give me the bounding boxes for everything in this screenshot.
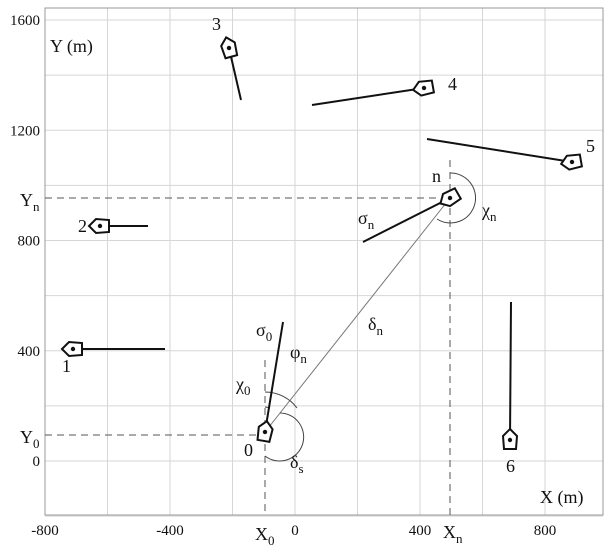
symbol-main: χ [235,374,244,394]
symbol: Y0 [20,427,40,451]
x-tick-label: -800 [31,523,59,539]
symbol-main: Y [20,427,33,447]
symbol-sub: n [300,351,307,366]
angle-chi-n [436,172,477,224]
ship [411,79,436,97]
ship [439,187,463,208]
ship-center [262,429,268,435]
ship [559,153,584,171]
symbol-main: δ [290,452,298,472]
heading [311,87,425,106]
symbol: χ0 [235,374,251,398]
angle-delta-s [264,412,305,462]
symbol-sub: s [298,461,303,476]
y-tick-label: 400 [18,344,41,360]
symbol: δs [290,452,304,476]
ship [60,340,83,358]
ship-center [97,223,103,229]
symbol-sub: 0 [244,383,251,398]
x-axis-label: X (m) [540,487,584,508]
symbol: X0 [255,524,275,548]
symbol-main: δ [368,314,376,334]
ship-label: 4 [448,74,457,94]
angle-chi0 [264,406,271,409]
symbol-main: χ [481,200,490,220]
symbol: φn [290,342,307,366]
heading [426,138,573,163]
heading [362,197,451,243]
x-tick-label: 800 [534,523,557,539]
grid [44,8,603,517]
symbols: Y (m) X (m) [50,36,584,508]
y-axis-label: Y (m) [50,36,93,57]
x-tick-label: 400 [409,523,432,539]
ship [501,427,519,450]
ship-label: 6 [506,456,515,476]
range-line [264,197,451,433]
symbol: σn [358,208,375,232]
symbol-main: σ [358,208,368,228]
ship [87,217,110,235]
ship-label: 3 [212,14,221,34]
symbol-main: φ [290,342,300,362]
symbol: δn [368,314,383,338]
y-tick-label: 1200 [10,123,40,139]
ship-center [70,346,76,352]
x-tick-label: 0 [291,523,299,539]
ship [256,419,274,444]
symbol-main: X [255,524,268,544]
headings [73,47,573,441]
ship-label: 5 [586,136,595,156]
ship-label: 2 [78,216,87,236]
heading [509,301,512,441]
y-tick-label: 1600 [10,13,40,29]
x-tick-label: -400 [156,523,184,539]
ship-center [226,45,232,51]
symbol-sub: 0 [266,329,273,344]
y-tick-label: 800 [18,234,41,250]
symbol: χn [481,200,497,224]
ship-label: 1 [62,356,71,376]
ship-label: 0 [244,440,253,460]
symbol-sub: 0 [33,436,40,451]
symbol-main: X [443,522,456,542]
heading [264,321,284,433]
ship-center [569,159,575,165]
symbol-main: σ [256,320,266,340]
angle-phi [264,391,298,409]
symbol-sub: n [456,531,463,546]
symbol: Xn [443,522,463,546]
symbol-main: Y [20,190,33,210]
ship [220,36,239,60]
ship-center [507,437,513,443]
symbol: σ0 [256,320,272,344]
ship-center [447,195,453,201]
ship-label: n [432,166,441,186]
ships: 0 1 2 3 4 5 6 n [60,14,595,476]
symbol-sub: n [368,217,375,232]
symbol-sub: n [490,209,497,224]
symbol: Yn [20,190,40,214]
ship-center [421,85,427,91]
y-tick-label: 0 [33,454,41,470]
symbol-sub: n [33,199,40,214]
frame [44,7,604,516]
symbol-sub: n [376,323,383,338]
symbol-sub: 0 [268,533,275,548]
